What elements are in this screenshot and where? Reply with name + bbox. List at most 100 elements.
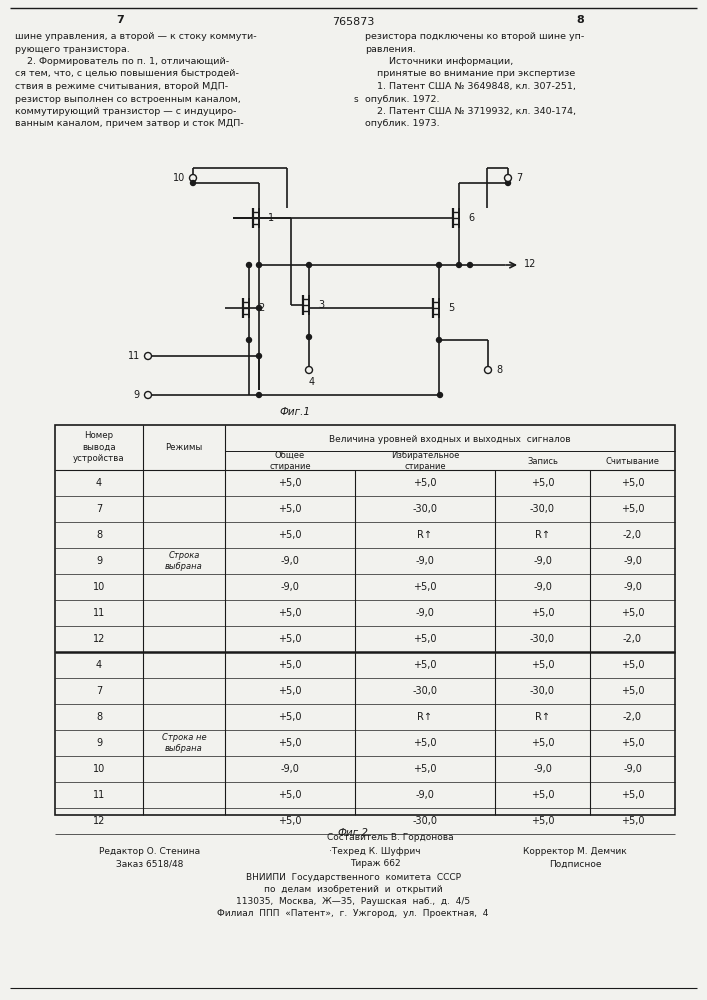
Text: -30,0: -30,0 — [530, 504, 555, 514]
Text: Фиг.2: Фиг.2 — [337, 828, 368, 838]
Text: Корректор М. Демчик: Корректор М. Демчик — [523, 848, 627, 856]
Text: 4: 4 — [96, 660, 102, 670]
Text: 12: 12 — [93, 816, 105, 826]
Text: Избирательное
стирание: Избирательное стирание — [391, 451, 459, 471]
Circle shape — [457, 262, 462, 267]
Text: Составитель В. Гордонова: Составитель В. Гордонова — [327, 834, 453, 842]
Text: +5,0: +5,0 — [279, 608, 302, 618]
Text: Фиг.1: Фиг.1 — [279, 407, 310, 417]
Text: 10: 10 — [173, 173, 185, 183]
Text: -2,0: -2,0 — [623, 634, 642, 644]
Text: 10: 10 — [93, 582, 105, 592]
Circle shape — [247, 338, 252, 342]
Text: +5,0: +5,0 — [279, 660, 302, 670]
Text: Строка
выбрана: Строка выбрана — [165, 551, 203, 571]
Text: -2,0: -2,0 — [623, 530, 642, 540]
Text: Считывание: Считывание — [605, 456, 660, 466]
Text: 11: 11 — [93, 608, 105, 618]
Circle shape — [436, 262, 441, 267]
Text: +5,0: +5,0 — [414, 634, 437, 644]
Text: -9,0: -9,0 — [416, 790, 434, 800]
Text: -9,0: -9,0 — [623, 582, 642, 592]
Text: -9,0: -9,0 — [416, 608, 434, 618]
Circle shape — [305, 366, 312, 373]
Text: +5,0: +5,0 — [621, 816, 644, 826]
Text: +5,0: +5,0 — [414, 764, 437, 774]
Text: +5,0: +5,0 — [279, 686, 302, 696]
Text: Редактор О. Стенина: Редактор О. Стенина — [100, 848, 201, 856]
Text: +5,0: +5,0 — [621, 660, 644, 670]
Text: +5,0: +5,0 — [279, 816, 302, 826]
Circle shape — [438, 392, 443, 397]
Circle shape — [144, 391, 151, 398]
Text: +5,0: +5,0 — [279, 634, 302, 644]
Text: -9,0: -9,0 — [623, 764, 642, 774]
Text: +5,0: +5,0 — [279, 504, 302, 514]
Text: 8: 8 — [496, 365, 502, 375]
Text: 9: 9 — [96, 738, 102, 748]
Circle shape — [189, 174, 197, 182]
Text: Подписное: Подписное — [549, 859, 601, 868]
Text: 113035,  Москва,  Ж—35,  Раушская  наб.,  д.  4/5: 113035, Москва, Ж—35, Раушская наб., д. … — [236, 898, 470, 906]
Text: -9,0: -9,0 — [533, 582, 552, 592]
Text: 12: 12 — [93, 634, 105, 644]
Text: 11: 11 — [128, 351, 140, 361]
Circle shape — [144, 353, 151, 360]
Text: ·Техред К. Шуфрич: ·Техред К. Шуфрич — [329, 848, 421, 856]
Text: -9,0: -9,0 — [533, 764, 552, 774]
Text: -30,0: -30,0 — [412, 504, 438, 514]
Text: +5,0: +5,0 — [279, 478, 302, 488]
Text: +5,0: +5,0 — [531, 608, 554, 618]
Text: 9: 9 — [96, 556, 102, 566]
Circle shape — [506, 180, 510, 186]
Circle shape — [505, 174, 511, 182]
Text: Общее
стирание: Общее стирание — [269, 451, 311, 471]
Text: Запись: Запись — [527, 456, 558, 466]
Text: +5,0: +5,0 — [279, 530, 302, 540]
Text: -2,0: -2,0 — [623, 712, 642, 722]
Text: 7: 7 — [96, 504, 102, 514]
Text: Режимы: Режимы — [165, 442, 203, 452]
Text: +5,0: +5,0 — [279, 712, 302, 722]
Text: -9,0: -9,0 — [533, 556, 552, 566]
Text: Тираж 662: Тираж 662 — [350, 859, 400, 868]
Text: Строка не
выбрана: Строка не выбрана — [162, 733, 206, 753]
Text: 9: 9 — [134, 390, 140, 400]
Text: по  делам  изобретений  и  открытий: по делам изобретений и открытий — [264, 886, 443, 894]
Circle shape — [257, 354, 262, 359]
Text: 10: 10 — [93, 764, 105, 774]
Text: 7: 7 — [116, 15, 124, 25]
Text: +5,0: +5,0 — [621, 686, 644, 696]
Text: Величина уровней входных и выходных  сигналов: Величина уровней входных и выходных сигн… — [329, 434, 571, 444]
Text: +5,0: +5,0 — [414, 660, 437, 670]
Circle shape — [257, 392, 262, 397]
Text: 8: 8 — [96, 712, 102, 722]
Text: 7: 7 — [96, 686, 102, 696]
Text: +5,0: +5,0 — [531, 790, 554, 800]
Text: 3: 3 — [318, 300, 324, 310]
Text: 4: 4 — [96, 478, 102, 488]
Text: 6: 6 — [468, 213, 474, 223]
Text: s: s — [354, 96, 358, 104]
Text: R↑: R↑ — [418, 712, 433, 722]
Text: Заказ 6518/48: Заказ 6518/48 — [117, 859, 184, 868]
Text: +5,0: +5,0 — [531, 478, 554, 488]
Text: +5,0: +5,0 — [279, 790, 302, 800]
Text: -30,0: -30,0 — [530, 634, 555, 644]
Text: 11: 11 — [93, 790, 105, 800]
Text: 7: 7 — [516, 173, 522, 183]
Text: -9,0: -9,0 — [281, 764, 300, 774]
Text: +5,0: +5,0 — [621, 738, 644, 748]
Circle shape — [257, 262, 262, 267]
Circle shape — [436, 338, 441, 342]
Circle shape — [484, 366, 491, 373]
Text: 12: 12 — [524, 259, 536, 269]
Text: +5,0: +5,0 — [531, 660, 554, 670]
Circle shape — [247, 262, 252, 267]
Text: +5,0: +5,0 — [414, 582, 437, 592]
Text: R↑: R↑ — [535, 712, 550, 722]
Circle shape — [467, 262, 472, 267]
Text: R↑: R↑ — [418, 530, 433, 540]
Text: 8: 8 — [576, 15, 584, 25]
Text: R↑: R↑ — [535, 530, 550, 540]
